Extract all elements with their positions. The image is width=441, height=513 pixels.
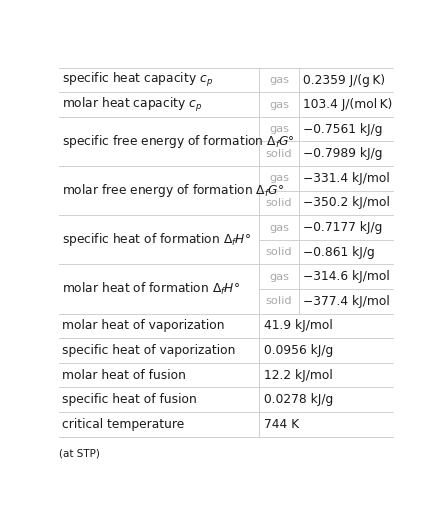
Text: −377.4 kJ/mol: −377.4 kJ/mol <box>303 295 390 308</box>
Text: −0.7177 kJ/g: −0.7177 kJ/g <box>303 221 382 234</box>
Text: molar free energy of formation $\Delta_f G°$: molar free energy of formation $\Delta_f… <box>63 182 284 199</box>
Text: 0.0956 kJ/g: 0.0956 kJ/g <box>264 344 333 357</box>
Text: gas: gas <box>269 223 289 232</box>
Text: specific heat of vaporization: specific heat of vaporization <box>63 344 236 357</box>
Text: specific heat of formation $\Delta_f H°$: specific heat of formation $\Delta_f H°$ <box>63 231 251 248</box>
Text: molar heat of formation $\Delta_f H°$: molar heat of formation $\Delta_f H°$ <box>63 281 240 297</box>
Text: −0.861 kJ/g: −0.861 kJ/g <box>303 246 375 259</box>
Text: solid: solid <box>266 149 292 159</box>
Text: solid: solid <box>266 247 292 257</box>
Text: gas: gas <box>269 100 289 110</box>
Text: −0.7989 kJ/g: −0.7989 kJ/g <box>303 147 382 160</box>
Text: molar heat capacity $c_p$: molar heat capacity $c_p$ <box>63 95 202 113</box>
Text: (at STP): (at STP) <box>59 449 100 459</box>
Text: −331.4 kJ/mol: −331.4 kJ/mol <box>303 172 390 185</box>
Text: specific heat capacity $c_p$: specific heat capacity $c_p$ <box>63 71 213 89</box>
Text: gas: gas <box>269 173 289 183</box>
Text: 744 K: 744 K <box>264 418 299 431</box>
Text: 0.2359 J/(g K): 0.2359 J/(g K) <box>303 73 385 87</box>
Text: gas: gas <box>269 75 289 85</box>
Text: specific heat of fusion: specific heat of fusion <box>63 393 197 406</box>
Text: 103.4 J/(mol K): 103.4 J/(mol K) <box>303 98 392 111</box>
Text: gas: gas <box>269 124 289 134</box>
Text: −0.7561 kJ/g: −0.7561 kJ/g <box>303 123 382 136</box>
Text: 41.9 kJ/mol: 41.9 kJ/mol <box>264 320 332 332</box>
Text: −350.2 kJ/mol: −350.2 kJ/mol <box>303 196 390 209</box>
Text: critical temperature: critical temperature <box>63 418 185 431</box>
Text: −314.6 kJ/mol: −314.6 kJ/mol <box>303 270 390 283</box>
Text: molar heat of fusion: molar heat of fusion <box>63 368 186 382</box>
Text: molar heat of vaporization: molar heat of vaporization <box>63 320 225 332</box>
Text: gas: gas <box>269 272 289 282</box>
Text: solid: solid <box>266 198 292 208</box>
Text: 12.2 kJ/mol: 12.2 kJ/mol <box>264 368 332 382</box>
Text: 0.0278 kJ/g: 0.0278 kJ/g <box>264 393 333 406</box>
Text: specific free energy of formation $\Delta_f G°$: specific free energy of formation $\Delt… <box>63 133 295 150</box>
Text: solid: solid <box>266 297 292 306</box>
